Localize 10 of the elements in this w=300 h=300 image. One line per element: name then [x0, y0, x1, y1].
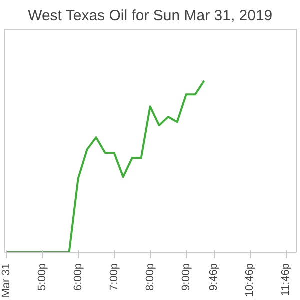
x-tick-label: 5:00p: [36, 263, 48, 292]
chart-title: West Texas Oil for Sun Mar 31, 2019: [28, 8, 273, 24]
x-tick-label: 7:00p: [108, 263, 120, 292]
x-tick-label: 10:46p: [244, 263, 256, 298]
x-tick-label: 6:00p: [72, 263, 84, 292]
x-tick-label: 8:00p: [144, 263, 156, 292]
x-tick-label: 9:46p: [208, 263, 220, 292]
x-tick-label: 9:00p: [180, 263, 192, 292]
x-tick-label: Mar 31: [0, 263, 12, 298]
x-tick-label: 11:46p: [280, 264, 292, 296]
